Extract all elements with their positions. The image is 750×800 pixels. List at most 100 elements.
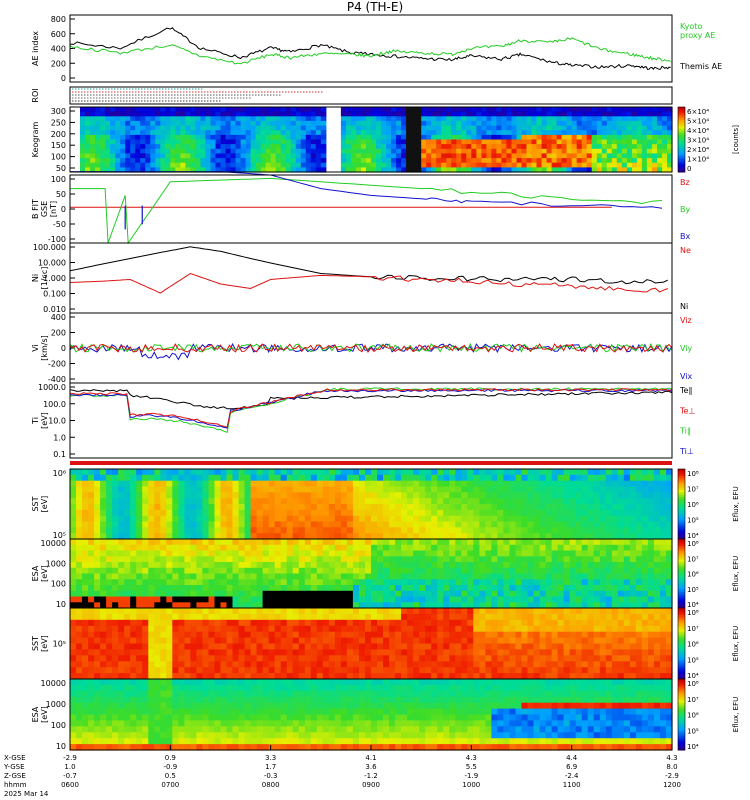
heatmap-cell: [118, 556, 125, 563]
heatmap-cell: [355, 125, 362, 131]
heatmap-cell: [70, 550, 77, 557]
heatmap-cell: [295, 120, 302, 127]
heatmap-cell: [551, 492, 559, 499]
heatmap-cell: [70, 504, 77, 511]
heatmap-cell: [292, 515, 300, 523]
heatmap-cell: [160, 533, 167, 540]
heatmap-cell: [328, 613, 336, 621]
heatmap-cell: [441, 167, 447, 173]
heatmap-cell: [255, 107, 262, 113]
heatmap-cell: [286, 492, 294, 499]
heatmap-cell: [563, 544, 571, 552]
heatmap-cell: [425, 492, 432, 499]
heatmap-cell: [401, 602, 408, 609]
heatmap-cell: [346, 498, 354, 505]
heatmap-cell: [70, 480, 77, 488]
heatmap-cell: [205, 162, 211, 168]
heatmap-cell: [275, 107, 282, 113]
heatmap-cell: [516, 116, 523, 122]
heatmap-cell: [310, 527, 318, 534]
heatmap-cell: [406, 107, 412, 113]
heatmap-cell: [340, 515, 348, 523]
heatmap-cell: [621, 153, 628, 159]
heatmap-cell: [142, 625, 149, 633]
heatmap-cell: [551, 579, 559, 586]
y-tick-label: 200: [51, 59, 66, 68]
heatmap-cell: [304, 619, 312, 627]
heatmap-cell: [304, 509, 312, 517]
heatmap-cell: [377, 469, 384, 476]
heatmap-cell: [160, 125, 166, 131]
heatmap-cell: [268, 573, 276, 580]
heatmap-cell: [320, 120, 327, 127]
heatmap-cell: [486, 107, 492, 113]
heatmap-cell: [431, 139, 437, 145]
heatmap-cell: [178, 655, 185, 662]
heatmap-cell: [413, 533, 420, 540]
heatmap-cell: [352, 504, 360, 511]
heatmap-cell: [407, 480, 414, 488]
heatmap-cell: [389, 515, 396, 523]
heatmap-cell: [112, 544, 119, 552]
colorbar-cell: [678, 480, 685, 484]
heatmap-cell: [88, 649, 95, 656]
heatmap-cell: [322, 498, 330, 505]
heatmap-cell: [100, 590, 107, 598]
heatmap-cell: [90, 158, 96, 164]
heatmap-cell: [366, 116, 372, 122]
heatmap-cell: [190, 655, 197, 662]
heatmap-cell: [195, 148, 201, 154]
heatmap-cell: [230, 130, 237, 136]
heatmap-cell: [371, 637, 378, 645]
heatmap-cell: [160, 167, 166, 173]
heatmap-cell: [476, 134, 482, 141]
heatmap-cell: [304, 533, 312, 540]
heatmap-cell: [196, 492, 203, 499]
heatmap-cell: [328, 486, 336, 493]
heatmap-cell: [80, 116, 86, 122]
heatmap-cell: [196, 579, 203, 586]
heatmap-cell: [350, 120, 357, 127]
heatmap-cell: [166, 602, 173, 609]
heatmap-cell: [501, 139, 507, 145]
heatmap-cell: [196, 573, 203, 580]
heatmap-cell: [166, 544, 173, 552]
heatmap-cell: [346, 590, 354, 598]
heatmap-cell: [255, 120, 262, 127]
heatmap-cell: [190, 162, 196, 168]
heatmap-cell: [305, 167, 312, 173]
heatmap-cell: [100, 158, 106, 164]
heatmap-cell: [70, 667, 77, 674]
colorbar-cell: [678, 681, 685, 685]
heatmap-cell: [425, 573, 432, 580]
colorbar-cell: [678, 529, 685, 533]
heatmap-cell: [112, 590, 119, 598]
heatmap-cell: [581, 515, 589, 523]
heatmap-cell: [485, 521, 492, 528]
heatmap-cell: [569, 585, 577, 592]
heatmap-cell: [451, 120, 457, 127]
heatmap-cell: [292, 498, 300, 505]
heatmap-cell: [365, 661, 372, 668]
heatmap-cell: [539, 504, 547, 511]
heatmap-cell: [601, 107, 608, 113]
heatmap-cell: [411, 139, 417, 145]
heatmap-cell: [431, 492, 438, 499]
heatmap-cell: [413, 573, 420, 580]
heatmap-cell: [260, 134, 267, 141]
heatmap-cell: [178, 637, 185, 645]
heatmap-cell: [443, 579, 450, 586]
heatmap-cell: [262, 474, 270, 482]
heatmap-cell: [150, 111, 156, 117]
heatmap-cell: [521, 602, 529, 609]
heatmap-cell: [376, 107, 382, 113]
heatmap-cell: [200, 130, 206, 136]
heatmap-cell: [461, 125, 467, 131]
sst-electron-heatmap: [70, 608, 673, 680]
heatmap-cell: [605, 521, 613, 528]
heatmap-cell: [178, 579, 185, 586]
heatmap-cell: [124, 562, 131, 569]
heatmap-cell: [268, 550, 276, 557]
heatmap-cell: [345, 130, 352, 136]
heatmap-cell: [160, 661, 167, 668]
